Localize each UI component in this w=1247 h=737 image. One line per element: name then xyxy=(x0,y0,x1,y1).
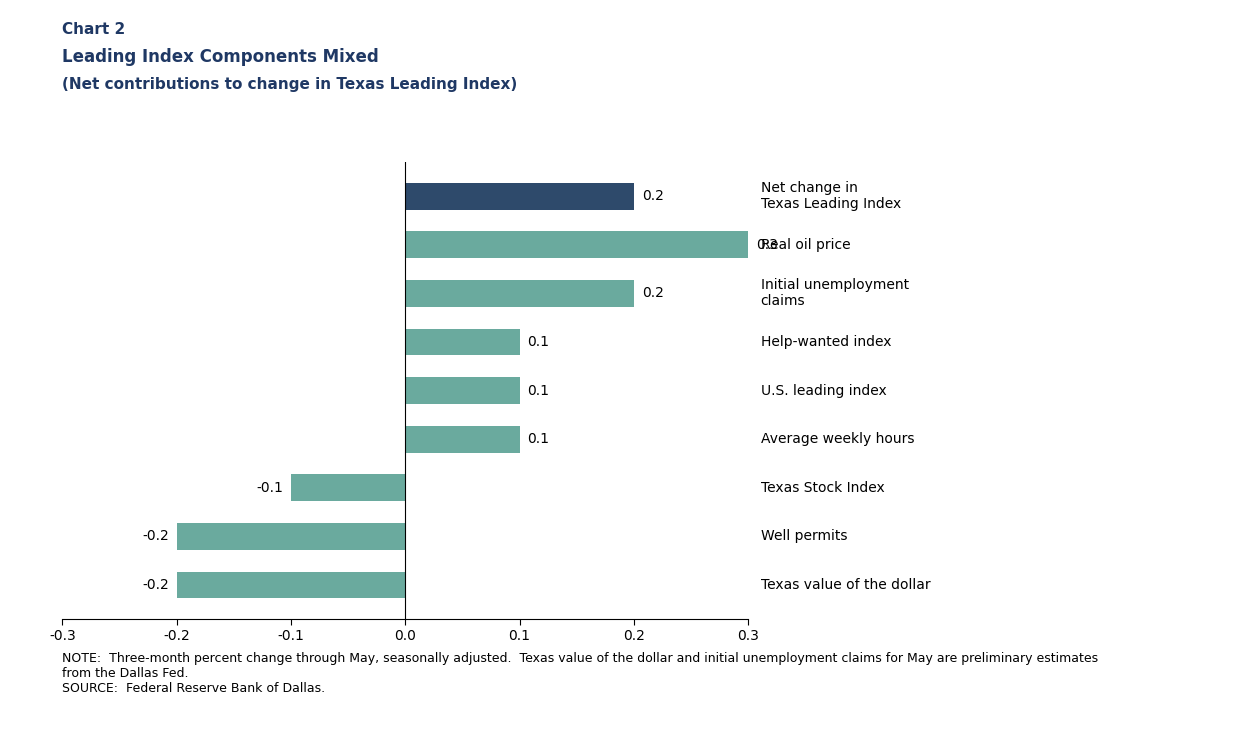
Text: -0.2: -0.2 xyxy=(142,529,168,543)
Text: 0.2: 0.2 xyxy=(642,287,663,301)
Text: Net change in
Texas Leading Index: Net change in Texas Leading Index xyxy=(761,181,900,212)
Text: Help-wanted index: Help-wanted index xyxy=(761,335,892,349)
Text: Texas Stock Index: Texas Stock Index xyxy=(761,481,884,495)
Text: Well permits: Well permits xyxy=(761,529,847,543)
Text: 0.1: 0.1 xyxy=(527,432,550,446)
Text: Chart 2: Chart 2 xyxy=(62,22,126,37)
Text: Real oil price: Real oil price xyxy=(761,238,850,252)
Bar xyxy=(405,183,633,209)
Text: 0.2: 0.2 xyxy=(642,189,663,203)
Text: 0.1: 0.1 xyxy=(527,384,550,397)
Text: (Net contributions to change in Texas Leading Index): (Net contributions to change in Texas Le… xyxy=(62,77,518,92)
Text: U.S. leading index: U.S. leading index xyxy=(761,384,887,397)
Text: -0.1: -0.1 xyxy=(256,481,283,495)
Bar xyxy=(405,377,520,404)
Text: 0.3: 0.3 xyxy=(756,238,778,252)
Text: NOTE:  Three-month percent change through May, seasonally adjusted.  Texas value: NOTE: Three-month percent change through… xyxy=(62,652,1099,695)
Text: Texas value of the dollar: Texas value of the dollar xyxy=(761,578,930,592)
Text: -0.2: -0.2 xyxy=(142,578,168,592)
Bar xyxy=(405,231,748,258)
Text: Initial unemployment
claims: Initial unemployment claims xyxy=(761,279,909,309)
Text: Leading Index Components Mixed: Leading Index Components Mixed xyxy=(62,48,379,66)
Bar xyxy=(291,475,405,501)
Bar xyxy=(405,329,520,355)
Text: 0.1: 0.1 xyxy=(527,335,550,349)
Text: Average weekly hours: Average weekly hours xyxy=(761,432,914,446)
Bar xyxy=(405,426,520,453)
Bar xyxy=(177,572,405,598)
Bar xyxy=(405,280,633,307)
Bar xyxy=(177,523,405,550)
